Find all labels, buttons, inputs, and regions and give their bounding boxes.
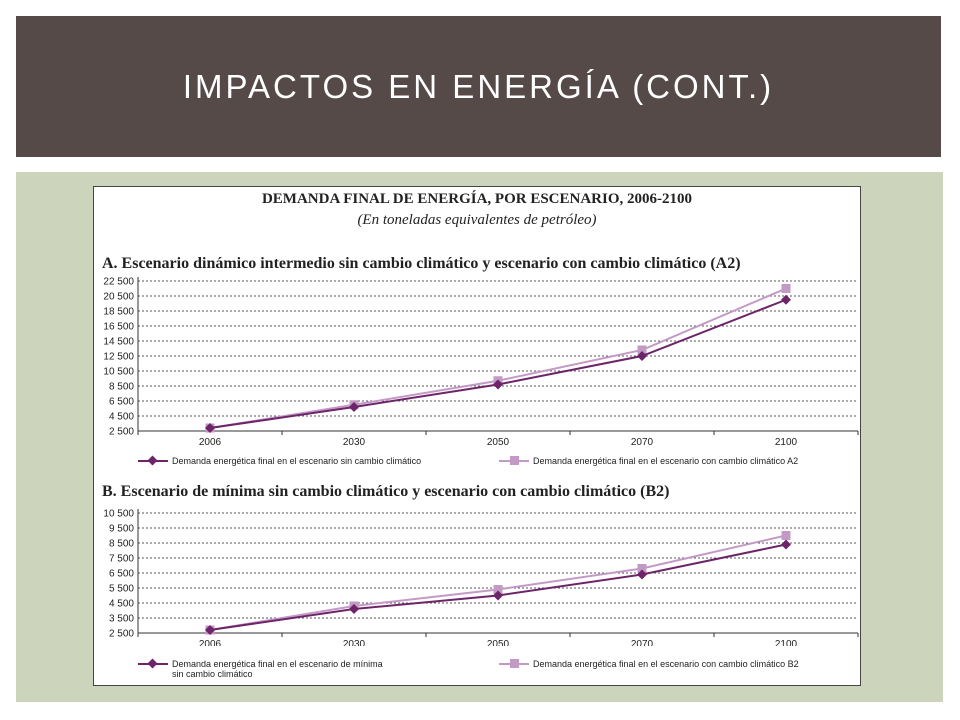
data-point [781, 539, 791, 550]
data-point [781, 294, 791, 305]
series-line [209, 298, 787, 429]
figure-subtitle: (En toneladas equivalentes de petróleo) [357, 212, 597, 228]
x-tick-label: 2050 [487, 639, 510, 646]
data-point [205, 423, 215, 433]
data-point [493, 590, 503, 601]
data-point [637, 351, 647, 361]
legend-item: Demanda energética final en el escenario… [499, 659, 859, 669]
x-tick-label: 2070 [631, 639, 654, 646]
x-tick-label: 2006 [199, 639, 222, 646]
y-tick-label: 8 500 [109, 539, 134, 550]
slide-title-bar: IMPACTOS EN ENERGÍA (CONT.) [16, 16, 941, 157]
y-tick-label: 4 500 [109, 412, 134, 423]
y-tick-label: 7 500 [109, 554, 134, 565]
legend-label: Demanda energética final en el escenario… [172, 659, 383, 679]
data-point [781, 531, 791, 540]
y-tick-label: 8 500 [109, 382, 134, 393]
series-line [209, 534, 787, 631]
panel-b-title: B. Escenario de mínima sin cambio climát… [102, 483, 670, 500]
legend-label: Demanda energética final en el escenario… [533, 659, 799, 669]
x-tick-label: 2006 [199, 437, 222, 448]
chart-b: 2 500 3 500 4 500 5 500 6 500 7 500 8 500 9 500… [103, 509, 859, 646]
panel-a-title: A. Escenario dinámico intermedio sin cam… [102, 255, 741, 272]
data-point [637, 564, 647, 573]
y-tick-label: 12 500 [103, 352, 134, 363]
data-point [349, 402, 359, 412]
legend-label: Demanda energética final en el escenario… [172, 456, 422, 466]
x-tick-label: 2050 [487, 437, 510, 448]
y-tick-label: 14 500 [103, 337, 134, 348]
y-tick-label: 22 500 [103, 277, 134, 288]
y-tick-label: 10 500 [103, 509, 134, 520]
y-tick-label: 9 500 [109, 524, 134, 535]
y-tick-label: 18 500 [103, 307, 134, 318]
data-point [781, 284, 791, 293]
x-tick-label: 2100 [775, 639, 798, 646]
data-point [349, 604, 359, 614]
x-tick-label: 2030 [343, 437, 366, 448]
y-tick-label: 20 500 [103, 292, 134, 303]
figure-title: DEMANDA FINAL DE ENERGÍA, POR ESCENARIO,… [261, 191, 693, 207]
y-tick-label: 6 500 [109, 569, 134, 580]
y-tick-label: 2 500 [109, 427, 134, 438]
slide-title: IMPACTOS EN ENERGÍA (CONT.) [182, 67, 775, 105]
data-point [493, 379, 503, 390]
y-tick-label: 4 500 [109, 599, 134, 610]
data-point [637, 345, 647, 355]
y-tick-label: 16 500 [103, 322, 134, 333]
legend-label: Demanda energética final en el escenario… [533, 456, 799, 466]
data-point [205, 625, 215, 635]
y-tick-label: 3 500 [109, 614, 134, 625]
legend-item: Demanda energética final en el escenario… [138, 658, 388, 679]
x-tick-label: 2100 [775, 437, 798, 448]
chart-a: 2 500 4 500 6 500 8 500 10 500 12 500 14 500 16… [103, 277, 859, 448]
x-tick-label: 2030 [343, 639, 366, 646]
data-point [637, 569, 647, 580]
chart-figure: DEMANDA FINAL DE ENERGÍA, POR ESCENARIO,… [93, 186, 861, 686]
legend-item: Demanda energética final en el escenario… [138, 455, 468, 466]
data-point [493, 585, 503, 594]
y-tick-label: 5 500 [109, 584, 134, 595]
x-tick-label: 2070 [631, 437, 654, 448]
legend-item: Demanda energética final en el escenario… [499, 456, 859, 466]
y-tick-label: 6 500 [109, 397, 134, 408]
series-line [209, 287, 787, 429]
y-tick-label: 10 500 [103, 367, 134, 378]
y-tick-label: 2 500 [109, 629, 134, 640]
